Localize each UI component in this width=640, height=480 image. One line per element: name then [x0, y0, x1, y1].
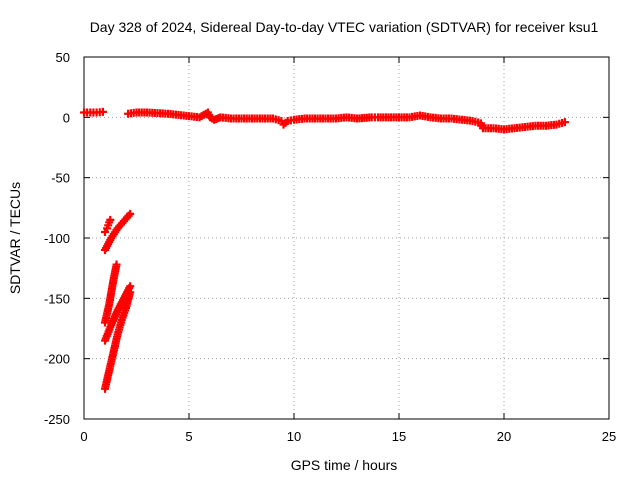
y-tick-label: -200: [44, 352, 70, 367]
x-tick-label: 20: [497, 429, 511, 444]
x-tick-label: 5: [185, 429, 192, 444]
x-tick-label: 0: [80, 429, 87, 444]
y-axis-label: SDTVAR / TECUs: [7, 182, 23, 294]
data-point: [98, 107, 107, 116]
x-axis-label: GPS time / hours: [291, 457, 398, 473]
x-tick-label: 10: [287, 429, 301, 444]
y-tick-label: -150: [44, 291, 70, 306]
y-tick-label: -250: [44, 412, 70, 427]
chart-title: Day 328 of 2024, Sidereal Day-to-day VTE…: [90, 19, 599, 35]
data-marks: [80, 107, 569, 393]
y-tick-label: 0: [63, 110, 70, 125]
x-tick-label: 15: [392, 429, 406, 444]
data-point: [126, 209, 135, 218]
data-point: [126, 288, 135, 297]
y-tick-label: -100: [44, 231, 70, 246]
data-point: [106, 215, 115, 224]
x-tick-label: 25: [602, 429, 616, 444]
data-point: [560, 118, 569, 127]
y-tick-label: -50: [51, 171, 70, 186]
y-tick-label: 50: [56, 50, 70, 65]
data-point: [112, 260, 121, 269]
axis-ticks: 0 5 10 15 20 25 -250 -200 -150 -100 -50 0 50: [44, 50, 616, 444]
